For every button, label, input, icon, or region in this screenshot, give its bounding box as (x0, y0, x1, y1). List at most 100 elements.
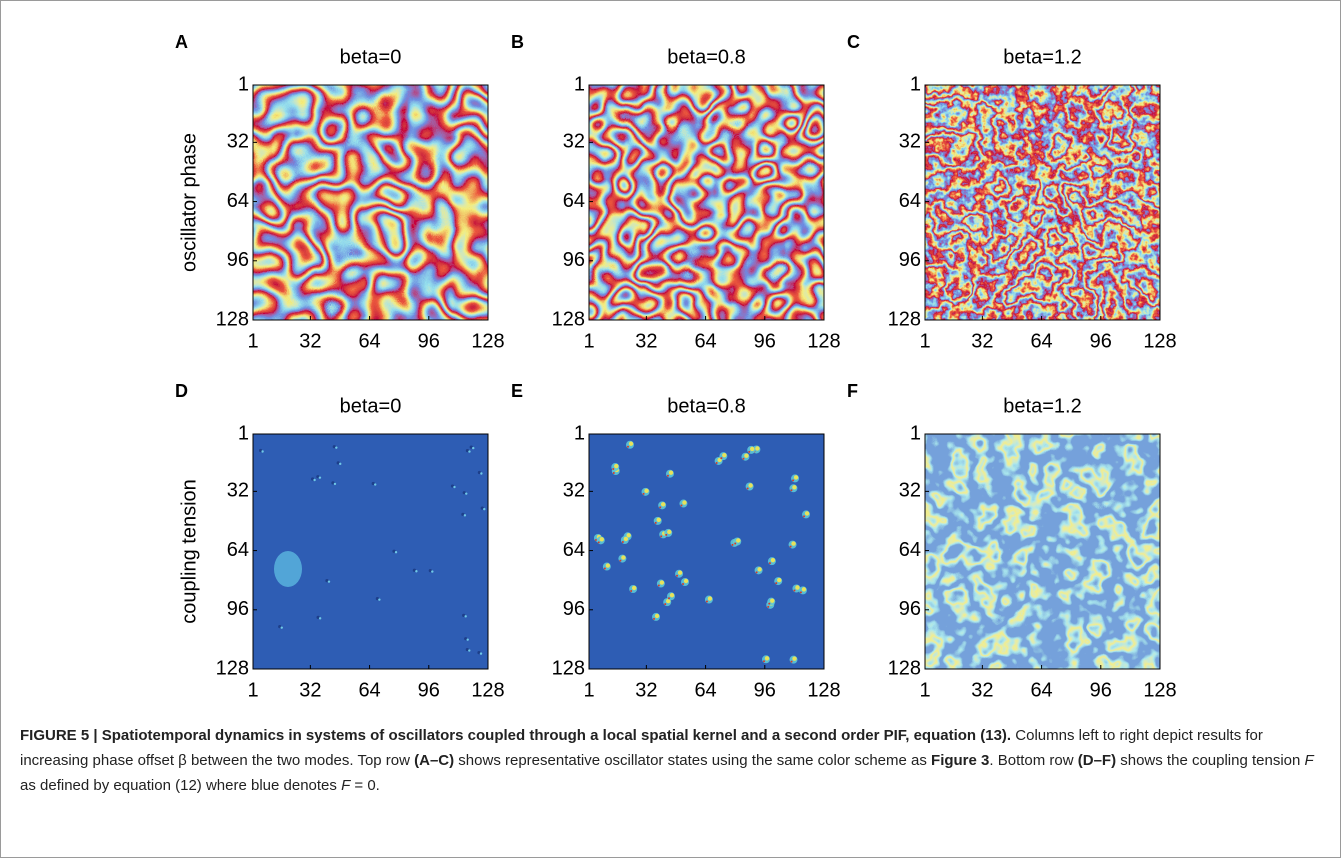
spot (791, 541, 796, 546)
spot (676, 574, 679, 577)
x-tick-label: 128 (1143, 330, 1176, 352)
spot (804, 511, 810, 516)
spot (790, 660, 793, 663)
axes-frame (924, 433, 1161, 670)
spot (768, 562, 771, 565)
spot (792, 656, 797, 661)
y-tick-label: 32 (899, 131, 921, 153)
x-tick-label: 64 (1030, 679, 1052, 701)
x-tick-label: 96 (1090, 679, 1112, 701)
spot (318, 617, 322, 620)
y-tick-label: 1 (910, 422, 921, 444)
spot (468, 649, 471, 652)
x-tick-label: 128 (471, 679, 504, 701)
spot (654, 521, 657, 524)
y-tick-label: 96 (227, 598, 249, 620)
spot (665, 533, 668, 536)
spot (603, 567, 606, 570)
spot (626, 533, 631, 538)
heatmap-image (253, 85, 488, 320)
spot (660, 535, 663, 538)
x-tick-label: 96 (754, 679, 776, 701)
spot (722, 452, 727, 458)
spot (480, 506, 484, 510)
caption-run: Figure 3 (931, 752, 990, 769)
spot (612, 471, 615, 474)
spot (464, 637, 468, 641)
spot (412, 568, 416, 572)
spot (394, 551, 398, 554)
panel-title: beta=1.2 (1003, 46, 1081, 68)
spot (605, 563, 611, 568)
panel-label: D (175, 381, 188, 401)
spot (792, 485, 797, 490)
spot (793, 475, 799, 480)
spot (755, 446, 760, 451)
x-tick-label: 1 (583, 679, 594, 701)
x-tick-label: 1 (919, 330, 930, 352)
spot (464, 615, 467, 618)
spot (331, 481, 335, 485)
spot (465, 448, 470, 453)
spot (793, 589, 796, 592)
spot (757, 567, 762, 572)
x-tick-label: 128 (471, 330, 504, 352)
spot (799, 591, 802, 594)
x-tick-label: 128 (807, 330, 840, 352)
spot (631, 585, 637, 591)
spot (742, 457, 745, 460)
spot (677, 570, 683, 575)
spot (660, 502, 666, 507)
x-tick-label: 32 (635, 679, 657, 701)
x-tick-label: 32 (635, 330, 657, 352)
spot (332, 445, 336, 449)
spot (763, 660, 766, 663)
caption-run: (A–C) (414, 752, 455, 769)
y-tick-label: 96 (563, 249, 585, 271)
heatmap-image (253, 434, 488, 669)
heatmap-image (589, 434, 824, 669)
x-tick-label: 32 (971, 679, 993, 701)
spot (483, 507, 486, 511)
spot (472, 446, 475, 450)
spot (477, 651, 481, 655)
y-tick-label: 128 (888, 308, 921, 330)
spot (599, 537, 604, 542)
axes-frame (924, 84, 1161, 321)
spot (258, 448, 263, 453)
spot (789, 545, 792, 548)
spot (666, 598, 671, 604)
panel-label: C (847, 32, 860, 52)
spot (764, 656, 770, 661)
y-tick-label: 96 (899, 598, 921, 620)
y-tick-label: 128 (888, 657, 921, 679)
axes-frame (252, 433, 489, 670)
tension-field (253, 434, 488, 669)
spot (313, 478, 316, 482)
spot (682, 583, 685, 586)
spot (667, 597, 670, 600)
spot (768, 602, 771, 605)
x-tick-label: 128 (1143, 679, 1176, 701)
y-tick-label: 128 (216, 657, 249, 679)
spot (465, 492, 468, 495)
caption-run: as defined by equation (12) where blue d… (20, 752, 1318, 794)
x-tick-label: 32 (971, 330, 993, 352)
spot (623, 536, 629, 542)
spot (336, 461, 340, 465)
x-tick-label: 64 (358, 330, 380, 352)
spot (644, 488, 649, 494)
caption-run: shows the coupling tension (1116, 752, 1305, 769)
spot (731, 543, 734, 546)
spot (335, 446, 338, 449)
y-tick-label: 32 (227, 480, 249, 502)
panel-title: beta=0 (340, 395, 402, 417)
panel-label: B (511, 32, 524, 52)
caption-run: . Bottom row (989, 752, 1078, 769)
spot (462, 491, 466, 495)
spot (770, 598, 775, 603)
spot (316, 615, 320, 619)
heatmap-image (925, 434, 1160, 669)
